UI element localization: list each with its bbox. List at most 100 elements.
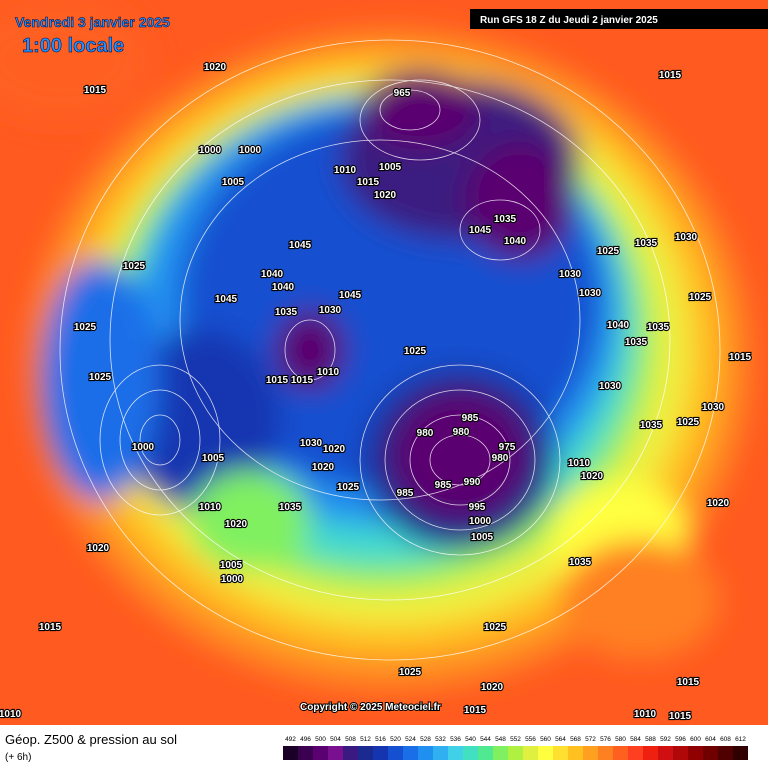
pressure-label: 1045 (215, 294, 238, 305)
pressure-label: 1010 (317, 367, 340, 378)
legend-label: 520 (390, 736, 401, 743)
legend-swatch (523, 746, 538, 760)
pressure-label: 1035 (647, 322, 670, 333)
legend-label: 508 (345, 736, 356, 743)
pressure-label: 1005 (222, 177, 245, 188)
pressure-label: 1025 (677, 417, 700, 428)
legend-label: 584 (630, 736, 641, 743)
pressure-label: 975 (499, 442, 516, 453)
pressure-label: 1035 (279, 502, 302, 513)
legend-label: 544 (480, 736, 491, 743)
pressure-label: 1020 (374, 190, 397, 201)
legend-swatch (703, 746, 718, 760)
pressure-label: 1025 (123, 261, 146, 272)
pressure-label: 1000 (469, 516, 492, 527)
legend-swatch (553, 746, 568, 760)
pressure-label: 1035 (569, 557, 592, 568)
run-box (470, 9, 768, 29)
legend-label: 592 (660, 736, 671, 743)
pressure-label: 1020 (481, 682, 504, 693)
legend-swatch (328, 746, 343, 760)
pressure-label: 1020 (225, 519, 248, 530)
legend-swatch (643, 746, 658, 760)
pressure-label: 1010 (568, 458, 591, 469)
local-time: 1:00 locale (22, 35, 124, 57)
pressure-label: 1015 (291, 375, 314, 386)
pressure-label: 1040 (607, 320, 630, 331)
legend-swatch (598, 746, 613, 760)
legend-label: 568 (570, 736, 581, 743)
pressure-label: 1025 (689, 292, 712, 303)
legend-swatch (613, 746, 628, 760)
pressure-label: 1035 (625, 337, 648, 348)
legend-label: 528 (420, 736, 431, 743)
geopotential-field (0, 0, 768, 725)
pressure-label: 1020 (581, 471, 604, 482)
pressure-label: 1025 (74, 322, 97, 333)
legend-label: 548 (495, 736, 506, 743)
legend-label: 536 (450, 736, 461, 743)
legend-swatch (418, 746, 433, 760)
isobars (59, 39, 721, 661)
legend-swatch (673, 746, 688, 760)
pressure-label: 985 (462, 413, 479, 424)
legend-swatch (508, 746, 523, 760)
legend-swatch (343, 746, 358, 760)
legend-swatch (568, 746, 583, 760)
pressure-label: 1035 (635, 238, 658, 249)
pressure-label: 1025 (399, 667, 422, 678)
legend-label: 612 (735, 736, 746, 743)
forecast-step: (+ 6h) (5, 752, 31, 763)
legend-swatch (448, 746, 463, 760)
legend-label: 564 (555, 736, 566, 743)
legend-label: 532 (435, 736, 446, 743)
legend-label: 580 (615, 736, 626, 743)
legend-swatch (358, 746, 373, 760)
legend-label: 552 (510, 736, 521, 743)
pressure-label: 1030 (702, 402, 725, 413)
pressure-label: 1000 (132, 442, 155, 453)
legend-swatch (718, 746, 733, 760)
pressure-label: 1015 (266, 375, 289, 386)
legend-label: 608 (720, 736, 731, 743)
pressure-label: 1045 (469, 225, 492, 236)
legend-label: 556 (525, 736, 536, 743)
legend-label: 540 (465, 736, 476, 743)
legend-label: 516 (375, 736, 386, 743)
pressure-label: 1030 (559, 269, 582, 280)
legend-label: 500 (315, 736, 326, 743)
legend-swatch (388, 746, 403, 760)
legend-swatch (463, 746, 478, 760)
pressure-label: 1030 (300, 438, 323, 449)
pressure-label: 1035 (494, 214, 517, 225)
pressure-label: 980 (453, 427, 470, 438)
legend-swatch (433, 746, 448, 760)
legend-label: 600 (690, 736, 701, 743)
footer-title: Géop. Z500 & pression au sol (5, 732, 177, 747)
pressure-label: 1015 (669, 711, 692, 722)
pressure-label: 1040 (272, 282, 295, 293)
legend-label: 524 (405, 736, 416, 743)
pressure-label: 1000 (239, 145, 262, 156)
pressure-label: 990 (464, 477, 481, 488)
legend-swatch (688, 746, 703, 760)
pressure-label: 1010 (199, 502, 222, 513)
pressure-label: 1010 (634, 709, 657, 720)
pressure-label: 1045 (289, 240, 312, 251)
legend-label: 492 (285, 736, 296, 743)
pressure-label: 1000 (199, 145, 222, 156)
pressure-label: 1035 (640, 420, 663, 431)
pressure-label: 1030 (579, 288, 602, 299)
pressure-label: 1020 (312, 462, 335, 473)
legend-swatch (733, 746, 748, 760)
legend-swatch (373, 746, 388, 760)
run-info: Run GFS 18 Z du Jeudi 2 janvier 2025 (480, 15, 658, 26)
pressure-label: 985 (397, 488, 414, 499)
pressure-label: 1025 (484, 622, 507, 633)
legend-label: 560 (540, 736, 551, 743)
legend-label: 604 (705, 736, 716, 743)
legend-swatch (658, 746, 673, 760)
pressure-label: 1035 (275, 307, 298, 318)
pressure-label: 1015 (677, 677, 700, 688)
